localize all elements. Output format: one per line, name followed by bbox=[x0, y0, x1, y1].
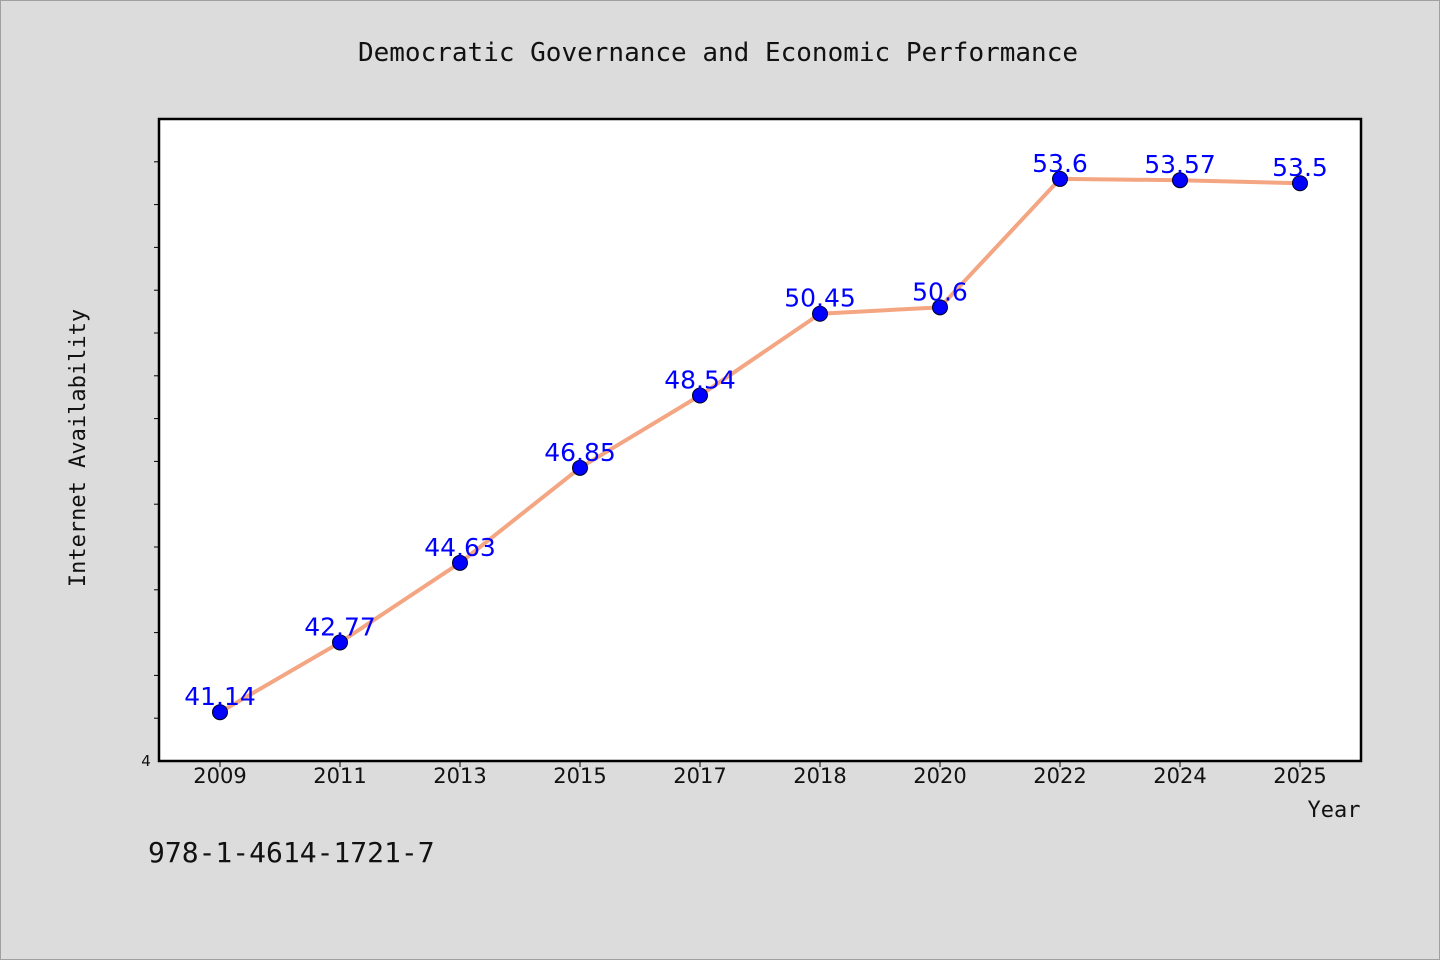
x-tick-label: 2024 bbox=[1153, 764, 1206, 788]
chart-title: Democratic Governance and Economic Perfo… bbox=[358, 38, 1078, 68]
x-tick-label: 2022 bbox=[1033, 764, 1086, 788]
data-point bbox=[1292, 175, 1308, 192]
x-axis-ticks: 2009 2011 2013 2015 2017 2018 2020 2022 2024 2025 bbox=[193, 761, 1327, 788]
x-axis-label: Year bbox=[1308, 798, 1361, 823]
series-line bbox=[218, 176, 1302, 715]
data-point bbox=[812, 305, 828, 322]
data-label: 53.6 bbox=[1032, 149, 1088, 178]
y-axis-ticks bbox=[154, 161, 159, 719]
x-tick-label: 2017 bbox=[673, 764, 726, 788]
data-label: 53.5 bbox=[1272, 153, 1328, 182]
series-markers bbox=[212, 170, 1308, 721]
data-point bbox=[572, 459, 588, 476]
footer-code: 978-1-4614-1721-7 bbox=[148, 836, 435, 869]
x-tick-label: 2009 bbox=[193, 764, 246, 788]
data-label: 53.57 bbox=[1144, 150, 1216, 179]
data-point bbox=[932, 299, 948, 316]
y-axis-label: Internet Availability bbox=[66, 309, 91, 587]
data-label: 41.14 bbox=[184, 682, 256, 711]
data-label: 42.77 bbox=[304, 612, 376, 641]
data-point bbox=[212, 704, 228, 721]
data-label: 50.6 bbox=[912, 277, 968, 306]
data-labels: 41.14 42.77 44.63 46.85 48.54 50.45 50.6 53.6 53… bbox=[184, 149, 1328, 711]
data-point bbox=[1172, 172, 1188, 189]
data-point bbox=[1052, 170, 1068, 187]
x-tick-label: 2013 bbox=[433, 764, 486, 788]
data-label: 44.63 bbox=[424, 533, 496, 562]
data-label: 46.85 bbox=[544, 438, 616, 467]
x-tick-label: 2011 bbox=[313, 764, 366, 788]
x-tick-label: 2025 bbox=[1273, 764, 1326, 788]
data-point bbox=[452, 554, 468, 571]
data-point bbox=[692, 387, 708, 404]
y-tick-label: 4 bbox=[141, 752, 151, 770]
data-point bbox=[332, 634, 348, 651]
data-label: 50.45 bbox=[784, 284, 856, 313]
data-label: 48.54 bbox=[664, 365, 736, 394]
x-tick-label: 2020 bbox=[913, 764, 966, 788]
plot-area bbox=[157, 117, 1363, 763]
x-tick-label: 2018 bbox=[793, 764, 846, 788]
x-tick-label: 2015 bbox=[553, 764, 606, 788]
